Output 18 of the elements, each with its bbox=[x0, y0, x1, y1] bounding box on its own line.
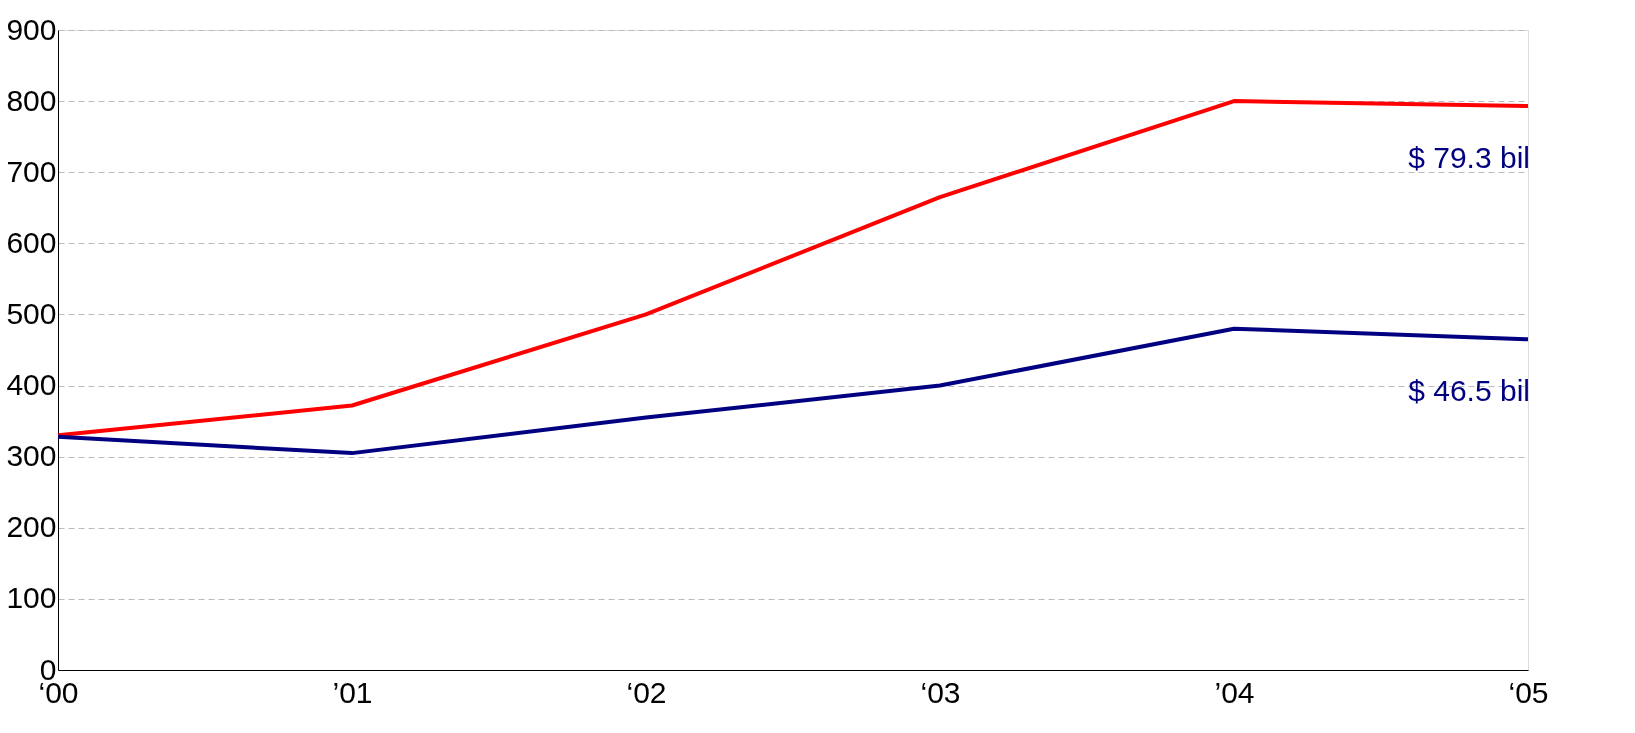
x-tick-label: ’01 bbox=[332, 675, 373, 709]
y-tick-label: 100 bbox=[6, 581, 57, 615]
y-tick-label: 700 bbox=[6, 154, 57, 188]
line-series bbox=[56, 326, 1530, 456]
line-series bbox=[56, 99, 1530, 438]
x-tick-label: ‘02 bbox=[626, 675, 667, 709]
y-tick-label: 800 bbox=[6, 83, 57, 117]
x-tick-label: ‘03 bbox=[920, 675, 961, 709]
annotation: $ 46.5 bil bbox=[1408, 374, 1530, 408]
y-tick-label: 200 bbox=[6, 510, 57, 544]
y-tick-label: 400 bbox=[6, 368, 57, 402]
y-tick-label: 900 bbox=[6, 12, 57, 46]
annotation: $ 79.3 bil bbox=[1408, 141, 1530, 175]
y-tick-label: 500 bbox=[6, 296, 57, 330]
y-tick-label: 300 bbox=[6, 439, 57, 473]
x-tick-label: ’04 bbox=[1214, 675, 1255, 709]
x-tick-label: ‘05 bbox=[1508, 675, 1549, 709]
y-tick-label: 600 bbox=[6, 225, 57, 259]
